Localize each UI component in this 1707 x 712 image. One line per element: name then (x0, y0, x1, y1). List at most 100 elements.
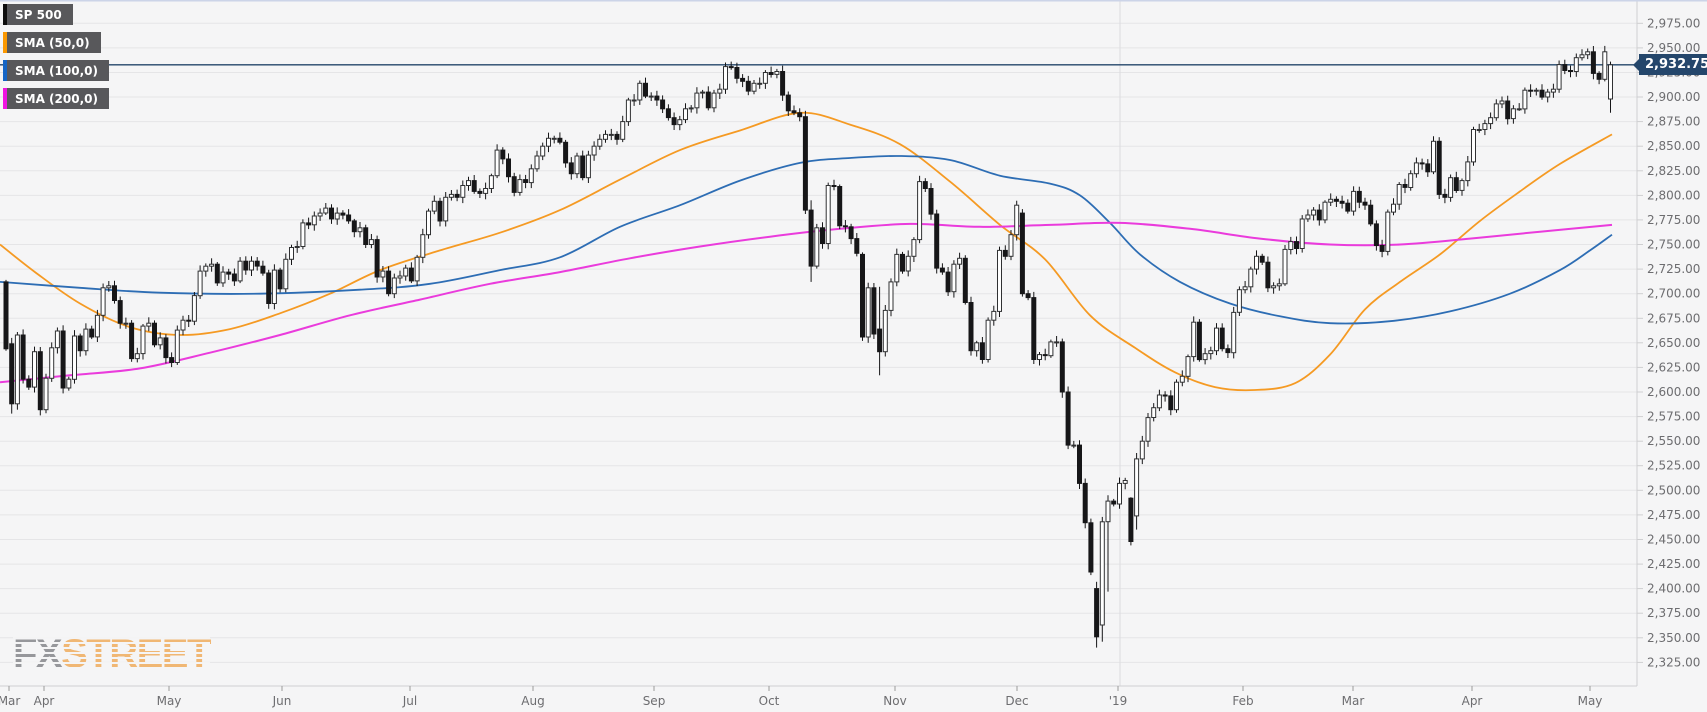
candle (277, 267, 283, 293)
legend-item-sp500[interactable]: SP 500 (3, 4, 73, 25)
candle (363, 224, 369, 248)
candle (1202, 348, 1208, 365)
candle (1145, 413, 1151, 447)
time-tick-label: Feb (1232, 694, 1253, 708)
sma-200-line (0, 221, 1613, 384)
candle (511, 172, 517, 197)
candle (1054, 336, 1060, 347)
candle (146, 317, 152, 332)
candle (1339, 195, 1345, 209)
price-tick-label: 2,325.00 (1647, 655, 1700, 669)
candle (306, 217, 312, 230)
candle (243, 256, 249, 275)
candle (1396, 182, 1402, 210)
candle (1105, 495, 1111, 592)
price-tick-label: 2,800.00 (1647, 188, 1700, 202)
candle (112, 280, 117, 304)
candle (991, 305, 997, 326)
candle (1231, 306, 1237, 359)
candle (1042, 348, 1048, 361)
candle (1288, 236, 1294, 255)
candle (997, 246, 1002, 317)
time-tick-label: Jul (402, 694, 417, 708)
candle (762, 70, 768, 89)
candle (985, 317, 991, 363)
candle (1562, 59, 1568, 75)
candle (226, 268, 232, 280)
candle (1356, 186, 1362, 209)
candle (94, 309, 100, 342)
price-tick-label: 2,500.00 (1647, 483, 1700, 497)
price-tick-label: 2,900.00 (1647, 90, 1700, 104)
candle (357, 222, 363, 238)
candle (591, 141, 597, 161)
candle (717, 83, 723, 99)
candle (802, 110, 808, 214)
candle (466, 176, 471, 191)
candle (1316, 204, 1322, 226)
candle (1191, 316, 1197, 362)
candle (1442, 188, 1448, 204)
candle (374, 235, 380, 283)
candle (1111, 498, 1117, 507)
candle (197, 265, 203, 299)
price-tick-label: 2,625.00 (1647, 360, 1700, 374)
candle (169, 352, 175, 368)
candle (77, 333, 83, 357)
time-tick-label: May (1578, 694, 1603, 708)
candle (254, 257, 260, 271)
legend-item-sma200[interactable]: SMA (200,0) (3, 88, 109, 109)
candle (1025, 290, 1031, 301)
candle (1099, 516, 1105, 642)
candle (157, 332, 163, 350)
candle (831, 179, 837, 191)
price-tick-label: 2,875.00 (1647, 115, 1700, 129)
price-tick-label: 2,425.00 (1647, 557, 1700, 571)
legend-item-sma50[interactable]: SMA (50,0) (3, 32, 101, 53)
candle (1162, 391, 1168, 402)
candle (20, 329, 26, 384)
candle (1379, 239, 1385, 258)
candle (928, 183, 934, 220)
candle (317, 208, 323, 221)
time-axis[interactable]: Mar Apr May Jun Jul Aug Sep Oct Nov Dec '19 Feb Mar A… (0, 686, 1602, 708)
candle (568, 157, 574, 180)
legend-item-sma100[interactable]: SMA (100,0) (3, 60, 109, 81)
time-tick-label: Aug (521, 694, 544, 708)
candle (351, 218, 357, 238)
candle (1311, 207, 1317, 221)
candle (1265, 256, 1271, 293)
candle (1299, 215, 1305, 253)
instrument-title: SP 500 (15, 7, 62, 22)
candle (1082, 478, 1088, 529)
time-tick-label: Nov (883, 694, 906, 708)
candle (1122, 477, 1128, 490)
candle (865, 282, 871, 343)
candle (426, 208, 431, 239)
candle (683, 103, 688, 124)
candle (665, 104, 671, 121)
last-price-badge: 2,932.75 (1632, 54, 1707, 76)
candle (825, 182, 831, 250)
candle (1533, 87, 1539, 96)
candle (249, 256, 254, 276)
candle (1431, 136, 1436, 175)
candle (574, 152, 580, 179)
candle (1002, 245, 1008, 260)
price-tick-label: 2,700.00 (1647, 287, 1700, 301)
candle (648, 92, 654, 101)
fxstreet-watermark: FXSTREET (13, 634, 211, 674)
candle (220, 266, 226, 287)
candle (962, 255, 968, 305)
sma-50-line (0, 111, 1613, 392)
candle (1014, 200, 1020, 241)
price-axis[interactable]: 2,975.002,950.002,925.002,900.002,875.00… (1637, 16, 1700, 669)
candle (1019, 209, 1025, 297)
candle (791, 105, 797, 116)
time-tick-label: Dec (1005, 694, 1028, 708)
candle (186, 315, 192, 327)
candle (900, 251, 905, 274)
candle (1294, 236, 1299, 255)
candle (1333, 196, 1339, 207)
